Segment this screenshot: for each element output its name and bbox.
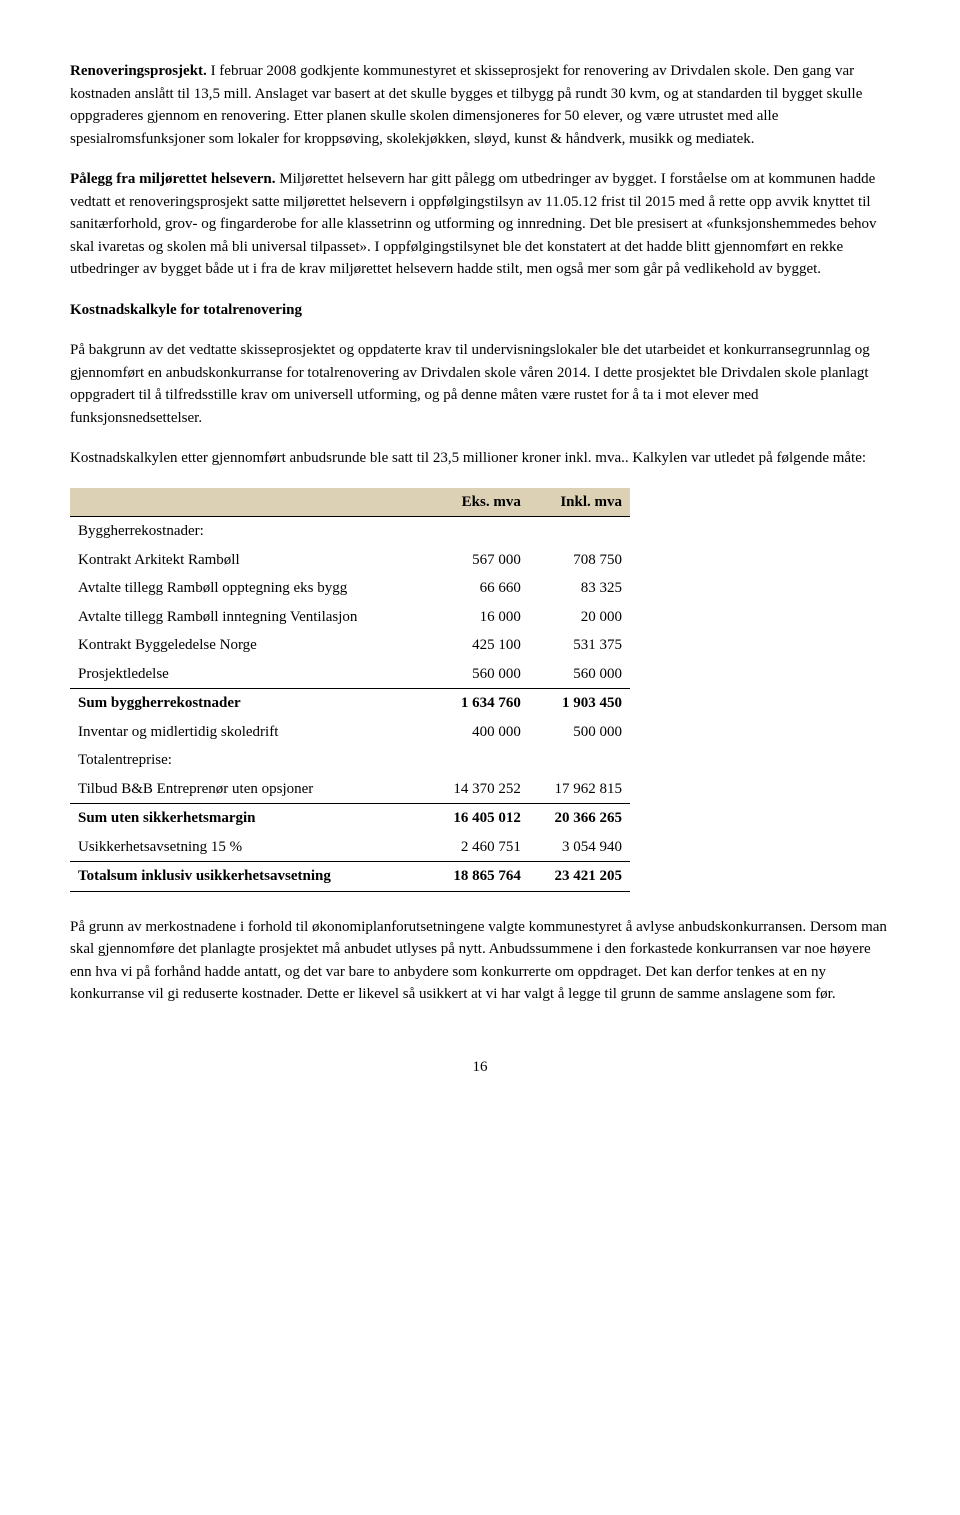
- paragraph-renovering: Renoveringsprosjekt. I februar 2008 godk…: [70, 60, 890, 150]
- cell-eks-mva: [428, 746, 529, 775]
- cell-inkl-mva: 1 903 450: [529, 689, 630, 718]
- page-number: 16: [70, 1056, 890, 1079]
- cell-eks-mva: 425 100: [428, 631, 529, 660]
- paragraph-merkostnader: På grunn av merkostnadene i forhold til …: [70, 916, 890, 1006]
- cell-eks-mva: 400 000: [428, 718, 529, 747]
- cell-label: Tilbud B&B Entreprenør uten opsjoner: [70, 775, 428, 804]
- table-row: Kontrakt Arkitekt Rambøll567 000708 750: [70, 546, 630, 575]
- heading-kostnadskalkyle: Kostnadskalkyle for totalrenovering: [70, 299, 890, 322]
- cell-label: Totalsum inklusiv usikkerhetsavsetning: [70, 862, 428, 892]
- table-row: Inventar og midlertidig skoledrift400 00…: [70, 718, 630, 747]
- cell-label: Avtalte tillegg Rambøll inntegning Venti…: [70, 603, 428, 632]
- paragraph-palegg: Pålegg fra miljørettet helsevern. Miljør…: [70, 168, 890, 281]
- cell-label: Kontrakt Byggeledelse Norge: [70, 631, 428, 660]
- cell-eks-mva: 567 000: [428, 546, 529, 575]
- runin-palegg: Pålegg fra miljørettet helsevern.: [70, 171, 275, 187]
- cell-inkl-mva: 20 366 265: [529, 804, 630, 833]
- th-inkl-mva: Inkl. mva: [529, 488, 630, 517]
- cell-inkl-mva: 560 000: [529, 660, 630, 689]
- cell-eks-mva: 16 000: [428, 603, 529, 632]
- cell-label: Avtalte tillegg Rambøll opptegning eks b…: [70, 574, 428, 603]
- table-row: Prosjektledelse560 000560 000: [70, 660, 630, 689]
- cell-eks-mva: 560 000: [428, 660, 529, 689]
- cell-label: Sum uten sikkerhetsmargin: [70, 804, 428, 833]
- table-row: Byggherrekostnader:: [70, 517, 630, 546]
- cell-inkl-mva: 17 962 815: [529, 775, 630, 804]
- cell-label: Sum byggherrekostnader: [70, 689, 428, 718]
- runin-renovering: Renoveringsprosjekt.: [70, 63, 207, 79]
- table-row: Tilbud B&B Entreprenør uten opsjoner14 3…: [70, 775, 630, 804]
- table-row: Sum byggherrekostnader1 634 7601 903 450: [70, 689, 630, 718]
- table-row: Totalsum inklusiv usikkerhetsavsetning18…: [70, 862, 630, 892]
- cell-inkl-mva: 83 325: [529, 574, 630, 603]
- table-row: Avtalte tillegg Rambøll opptegning eks b…: [70, 574, 630, 603]
- cell-label: Byggherrekostnader:: [70, 517, 428, 546]
- cell-label: Prosjektledelse: [70, 660, 428, 689]
- cell-label: Kontrakt Arkitekt Rambøll: [70, 546, 428, 575]
- cell-inkl-mva: 3 054 940: [529, 833, 630, 862]
- cell-inkl-mva: 531 375: [529, 631, 630, 660]
- cell-label: Totalentreprise:: [70, 746, 428, 775]
- cell-eks-mva: 2 460 751: [428, 833, 529, 862]
- cell-label: Usikkerhetsavsetning 15 %: [70, 833, 428, 862]
- table-row: Usikkerhetsavsetning 15 %2 460 7513 054 …: [70, 833, 630, 862]
- cell-inkl-mva: 500 000: [529, 718, 630, 747]
- table-row: Sum uten sikkerhetsmargin16 405 01220 36…: [70, 804, 630, 833]
- cell-inkl-mva: 708 750: [529, 546, 630, 575]
- paragraph-bakgrunn: På bakgrunn av det vedtatte skisseprosje…: [70, 339, 890, 429]
- cell-eks-mva: 16 405 012: [428, 804, 529, 833]
- cell-inkl-mva: [529, 746, 630, 775]
- table-row: Avtalte tillegg Rambøll inntegning Venti…: [70, 603, 630, 632]
- table-row: Kontrakt Byggeledelse Norge425 100531 37…: [70, 631, 630, 660]
- cell-inkl-mva: 20 000: [529, 603, 630, 632]
- th-empty: [70, 488, 428, 517]
- cell-eks-mva: 1 634 760: [428, 689, 529, 718]
- cell-eks-mva: 14 370 252: [428, 775, 529, 804]
- cell-eks-mva: 18 865 764: [428, 862, 529, 892]
- cell-label: Inventar og midlertidig skoledrift: [70, 718, 428, 747]
- cell-eks-mva: 66 660: [428, 574, 529, 603]
- cell-inkl-mva: 23 421 205: [529, 862, 630, 892]
- table-row: Totalentreprise:: [70, 746, 630, 775]
- cell-eks-mva: [428, 517, 529, 546]
- cell-inkl-mva: [529, 517, 630, 546]
- th-eks-mva: Eks. mva: [428, 488, 529, 517]
- cost-table: Eks. mva Inkl. mva Byggherrekostnader:Ko…: [70, 488, 630, 892]
- paragraph-kalkyle-intro: Kostnadskalkylen etter gjennomført anbud…: [70, 447, 890, 470]
